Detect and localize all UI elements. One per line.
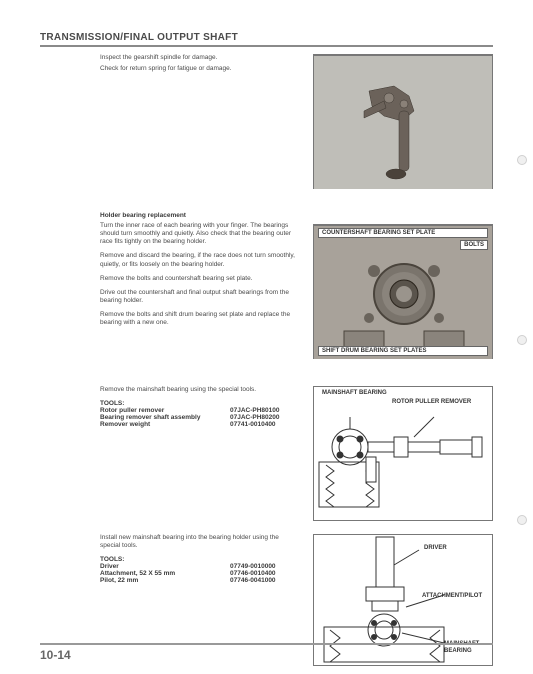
s3-tool-1: Driver07749-0010000 [100, 563, 295, 570]
s1-p2: Remove and discard the bearing, if the r… [100, 252, 295, 268]
fig4-label-b: ATTACHMENT/PILOT [422, 593, 482, 599]
fig2-label-bolts: BOLTS [460, 240, 488, 250]
s2-tool-3: Remover weight07741-0010400 [100, 421, 295, 428]
fig3-label-a: MAINSHAFT BEARING [322, 390, 387, 396]
s2-text: Remove the mainshaft bearing using the s… [100, 386, 295, 394]
figure-gearshift-spindle [313, 54, 493, 189]
figure-rotor-puller: MAINSHAFT BEARING ROTOR PULLER REMOVER [313, 386, 493, 521]
s2-tools-title: TOOLS: [100, 400, 295, 407]
s3-text: Install new mainshaft bearing into the b… [100, 534, 295, 550]
fig2-label-top: COUNTERSHAFT BEARING SET PLATE [318, 228, 488, 238]
holder-bearing-heading: Holder bearing replacement [100, 212, 295, 219]
page-header: TRANSMISSION/FINAL OUTPUT SHAFT [40, 32, 493, 47]
page-number: 10-14 [40, 643, 493, 662]
intro-line-2: Check for return spring for fatigue or d… [100, 65, 295, 73]
s3-tool-2: Attachment, 52 X 55 mm07746-0010400 [100, 570, 295, 577]
s3-tools-title: TOOLS: [100, 556, 295, 563]
fig3-label-b: ROTOR PULLER REMOVER [392, 399, 471, 405]
fig2-label-bottom: SHIFT DRUM BEARING SET PLATES [318, 346, 488, 356]
left-column: Inspect the gearshift spindle for damage… [100, 54, 295, 73]
s3-tool-3: Pilot, 22 mm07746-0041000 [100, 577, 295, 584]
binder-holes [515, 0, 527, 674]
s1-p4: Drive out the countershaft and final out… [100, 289, 295, 305]
s1-p5: Remove the bolts and shift drum bearing … [100, 311, 295, 327]
s1-p3: Remove the bolts and countershaft bearin… [100, 275, 295, 283]
s2-tool-2: Bearing remover shaft assembly07JAC-PH80… [100, 414, 295, 421]
intro-line-1: Inspect the gearshift spindle for damage… [100, 54, 295, 62]
fig4-label-a: DRIVER [424, 545, 447, 551]
s1-p1: Turn the inner race of each bearing with… [100, 222, 295, 246]
figure-countershaft-bearing: COUNTERSHAFT BEARING SET PLATE BOLTS SHI… [313, 224, 493, 359]
s2-tool-1: Rotor puller remover07JAC-PH80100 [100, 407, 295, 414]
